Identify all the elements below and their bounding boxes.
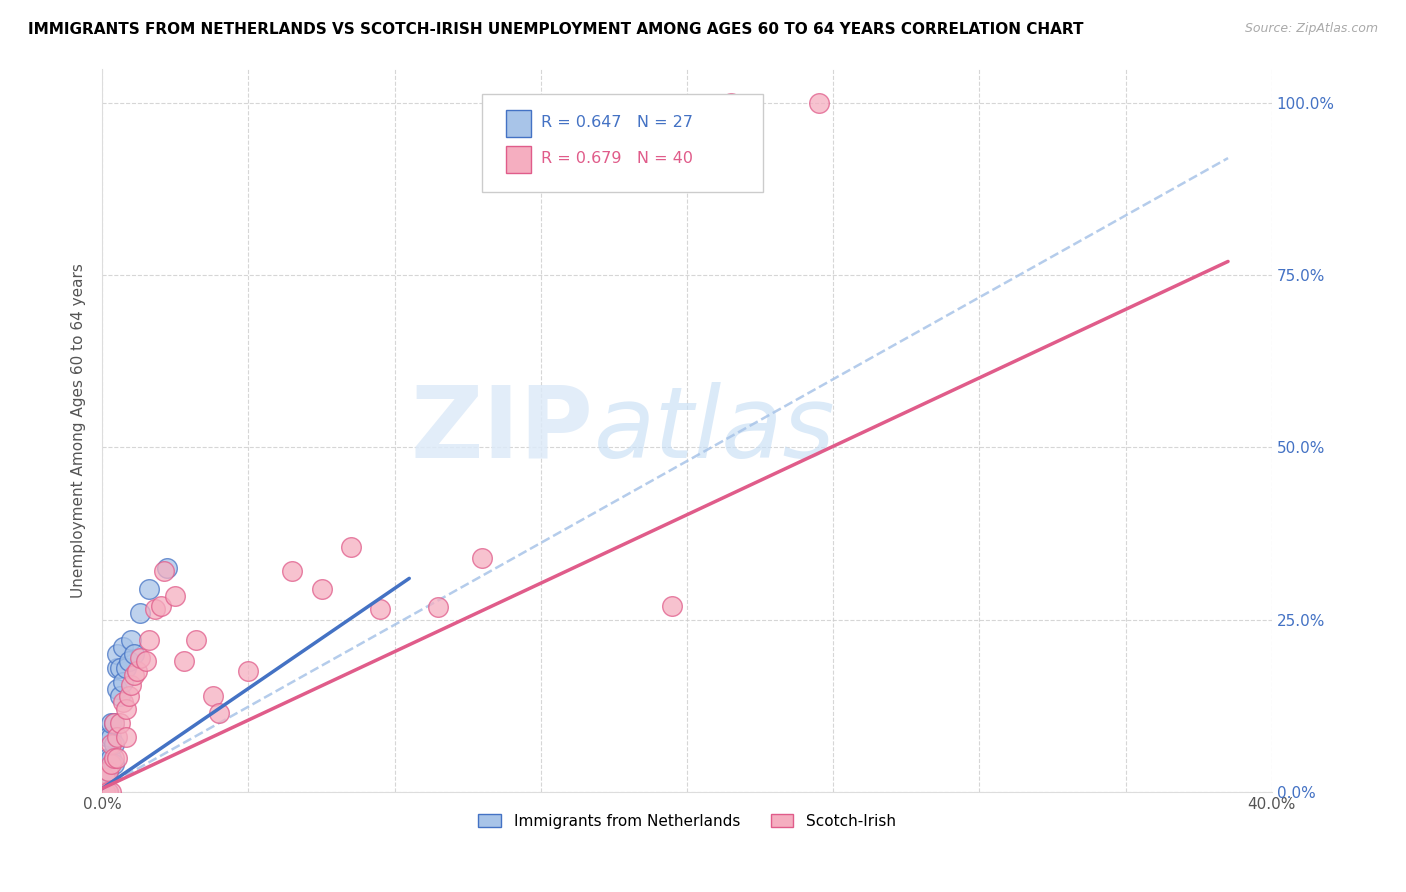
Point <box>120 633 142 648</box>
Point <box>97 750 120 764</box>
FancyBboxPatch shape <box>482 94 763 192</box>
Point <box>311 582 333 596</box>
Point <box>117 654 139 668</box>
Point <box>138 633 160 648</box>
Point <box>114 661 136 675</box>
Point <box>111 640 134 655</box>
Point <box>117 689 139 703</box>
Y-axis label: Unemployment Among Ages 60 to 64 years: Unemployment Among Ages 60 to 64 years <box>72 263 86 598</box>
Point <box>94 771 117 785</box>
Point <box>152 565 174 579</box>
Point <box>471 550 494 565</box>
Point <box>105 750 128 764</box>
Point <box>143 602 166 616</box>
Point <box>120 678 142 692</box>
Legend: Immigrants from Netherlands, Scotch-Irish: Immigrants from Netherlands, Scotch-Iris… <box>472 807 901 835</box>
Point <box>184 633 207 648</box>
Point <box>208 706 231 720</box>
Point <box>114 730 136 744</box>
Point <box>127 665 149 679</box>
Point <box>165 589 187 603</box>
Point <box>103 750 125 764</box>
Text: IMMIGRANTS FROM NETHERLANDS VS SCOTCH-IRISH UNEMPLOYMENT AMONG AGES 60 TO 64 YEA: IMMIGRANTS FROM NETHERLANDS VS SCOTCH-IR… <box>28 22 1084 37</box>
Point <box>368 602 391 616</box>
Point <box>100 757 122 772</box>
Point <box>103 716 125 731</box>
Point <box>108 716 131 731</box>
Point <box>138 582 160 596</box>
Point <box>94 785 117 799</box>
Point <box>94 785 117 799</box>
Point <box>100 716 122 731</box>
Point <box>129 650 152 665</box>
Bar <box>506 110 531 137</box>
Point <box>103 716 125 731</box>
Point <box>94 771 117 785</box>
Text: atlas: atlas <box>593 382 835 479</box>
Bar <box>506 146 531 173</box>
Point <box>661 599 683 613</box>
Point <box>108 661 131 675</box>
Point <box>105 661 128 675</box>
Text: Source: ZipAtlas.com: Source: ZipAtlas.com <box>1244 22 1378 36</box>
Point <box>135 654 157 668</box>
Text: R = 0.647   N = 27: R = 0.647 N = 27 <box>541 115 693 130</box>
Point <box>114 702 136 716</box>
Point <box>97 764 120 779</box>
Text: R = 0.679   N = 40: R = 0.679 N = 40 <box>541 152 693 167</box>
Point <box>100 750 122 764</box>
Point <box>105 681 128 696</box>
Point <box>129 606 152 620</box>
Point <box>427 600 450 615</box>
Point <box>720 95 742 110</box>
Text: ZIP: ZIP <box>411 382 593 479</box>
Point <box>100 785 122 799</box>
Point <box>111 674 134 689</box>
Point <box>105 647 128 661</box>
Point <box>238 665 260 679</box>
Point <box>124 647 146 661</box>
Point <box>173 654 195 668</box>
Point <box>105 730 128 744</box>
Point <box>155 561 177 575</box>
Point <box>97 730 120 744</box>
Point <box>100 737 122 751</box>
Point <box>100 730 122 744</box>
Point <box>281 565 304 579</box>
Point <box>339 541 361 555</box>
Point <box>103 757 125 772</box>
Point <box>94 785 117 799</box>
Point <box>149 599 172 613</box>
Point <box>97 764 120 779</box>
Point <box>97 785 120 799</box>
Point <box>111 695 134 709</box>
Point <box>124 668 146 682</box>
Point <box>97 785 120 799</box>
Point <box>807 95 830 110</box>
Point <box>202 689 225 703</box>
Point <box>103 737 125 751</box>
Point <box>108 689 131 703</box>
